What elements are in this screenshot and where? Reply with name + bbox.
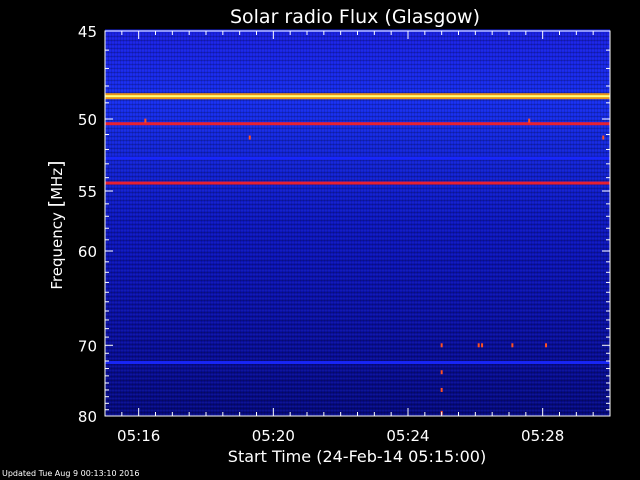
- x-tick-label-2: 05:24: [386, 427, 429, 445]
- x-axis: 05:16 05:20 05:24 05:28: [117, 31, 594, 445]
- y-tick-label-3: 60: [78, 243, 97, 261]
- speck-8: [440, 343, 443, 348]
- y-axis-label-bracket-open: [: [45, 200, 67, 207]
- band-2: [105, 122, 610, 126]
- x-tick-label-0: 05:16: [117, 427, 160, 445]
- speck-10: [440, 387, 443, 392]
- speck-2: [248, 135, 251, 140]
- band-4: [105, 181, 610, 185]
- y-axis-label-bracket-close: ]: [45, 160, 67, 167]
- speck-9: [440, 370, 443, 375]
- speck-6: [511, 343, 514, 348]
- updated-timestamp: Updated Tue Aug 9 00:13:10 2016: [2, 469, 140, 478]
- y-axis: 45 50 55 60 70 80: [78, 23, 610, 426]
- x-tick-label-1: 05:20: [252, 427, 295, 445]
- y-tick-label-1: 50: [78, 111, 97, 129]
- x-axis-label: Start Time (24-Feb-14 05:15:00): [228, 447, 486, 466]
- y-axis-label-unit: MHz: [48, 168, 66, 200]
- speck-0: [144, 118, 147, 123]
- y-tick-label-2: 55: [78, 183, 97, 201]
- y-tick-label-5: 80: [78, 408, 97, 426]
- speck-4: [477, 343, 480, 348]
- spectrogram-vtexture: [105, 31, 610, 416]
- band-core-1: [105, 95, 610, 98]
- x-tick-label-3: 05:28: [521, 427, 564, 445]
- speck-3: [602, 135, 605, 140]
- band-3: [105, 156, 610, 160]
- y-axis-label: Frequency [MHz]: [45, 160, 67, 289]
- y-tick-label-4: 70: [78, 337, 97, 355]
- plot-area: [104, 29, 611, 417]
- speck-7: [545, 343, 548, 348]
- chart-title: Solar radio Flux (Glasgow): [230, 6, 480, 28]
- y-axis-label-text: Frequency: [48, 207, 66, 289]
- y-tick-label-0: 45: [78, 23, 97, 41]
- band-5: [105, 361, 610, 365]
- speck-5: [481, 343, 484, 348]
- speck-1: [528, 118, 531, 123]
